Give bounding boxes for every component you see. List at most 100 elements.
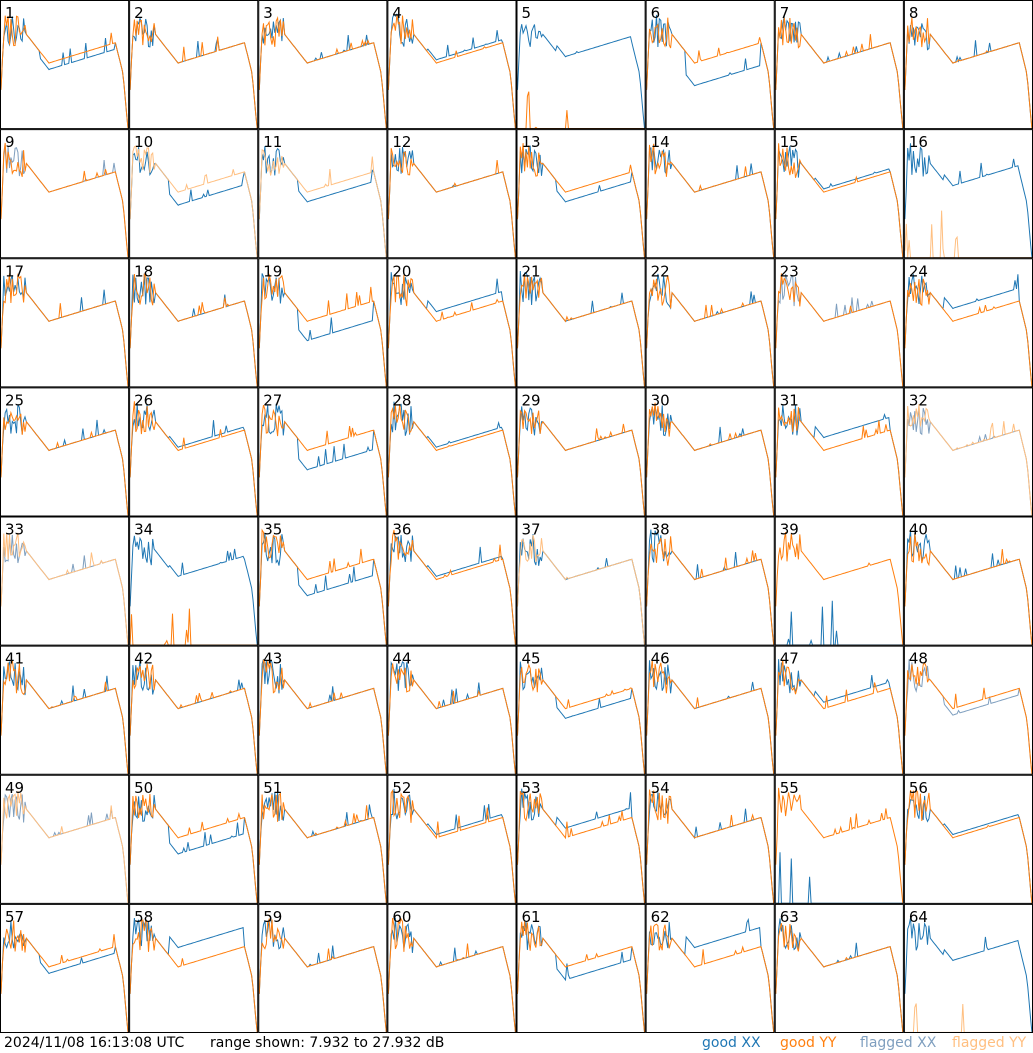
tile-10-xx-trace	[129, 147, 258, 259]
tile-11-xx-trace	[258, 145, 387, 259]
tile-label: 5	[522, 4, 532, 22]
tile-59: 59	[258, 903, 388, 1033]
tile-25: 25	[0, 387, 130, 517]
tile-26-yy-trace	[129, 401, 258, 517]
tile-border	[645, 258, 775, 388]
tile-label: 15	[780, 133, 799, 151]
tile-25-xx-trace	[0, 404, 129, 517]
tile-32: 32	[903, 387, 1033, 517]
tile-label: 32	[909, 391, 928, 409]
tile-5-yy-trace	[517, 91, 645, 129]
tile-label: 46	[651, 650, 670, 668]
tile-border	[774, 0, 904, 130]
tile-21-xx-trace	[517, 270, 646, 388]
tile-label: 8	[909, 4, 919, 22]
tile-label: 9	[5, 133, 15, 151]
tile-border	[516, 387, 646, 517]
tile-24-xx-trace	[904, 274, 1033, 388]
tile-26-xx-trace	[129, 403, 258, 517]
tile-61-xx-trace	[517, 921, 646, 1033]
tile-label: 37	[522, 521, 541, 539]
tile-border	[903, 0, 1033, 130]
tile-56: 56	[903, 774, 1033, 904]
tile-64-xx-trace	[904, 917, 1033, 1033]
tile-27-xx-trace	[258, 403, 387, 517]
tile-label: 63	[780, 908, 799, 926]
tile-border	[0, 387, 130, 517]
tile-41: 41	[0, 645, 130, 775]
tile-label: 45	[522, 650, 541, 668]
tile-8: 8	[903, 0, 1033, 130]
tile-label: 30	[651, 391, 670, 409]
tile-44-yy-trace	[387, 663, 516, 775]
tile-label: 56	[909, 779, 928, 797]
tile-49-yy-trace	[0, 790, 129, 904]
tile-20-yy-trace	[387, 274, 516, 388]
tile-36-yy-trace	[387, 529, 516, 646]
tile-50: 50	[129, 774, 259, 904]
tile-52-yy-trace	[387, 789, 516, 904]
tile-34-xx-trace	[129, 535, 258, 646]
tile-55: 55	[774, 774, 904, 904]
tile-49: 49	[0, 774, 130, 904]
tile-label: 4	[392, 4, 402, 22]
tile-label: 44	[392, 650, 411, 668]
tile-border	[129, 903, 259, 1033]
tile-border	[258, 645, 388, 775]
tile-label: 26	[134, 391, 153, 409]
tile-47-yy-trace	[775, 659, 904, 775]
tile-4-xx-trace	[387, 13, 516, 130]
tile-54-yy-trace	[646, 789, 775, 904]
tile-9-yy-trace	[0, 142, 129, 259]
tile-56-xx-trace	[904, 795, 1033, 904]
tile-2-yy-trace	[129, 19, 258, 130]
tile-label: 40	[909, 521, 928, 539]
tile-37-yy-trace	[517, 534, 646, 646]
tile-31-yy-trace	[775, 407, 904, 517]
tile-59-yy-trace	[258, 917, 387, 1033]
tile-30-yy-trace	[646, 402, 775, 517]
tile-53-xx-trace	[517, 788, 646, 904]
tile-border	[516, 645, 646, 775]
tile-20-xx-trace	[387, 272, 516, 388]
tile-43: 43	[258, 645, 388, 775]
tile-label: 38	[651, 521, 670, 539]
tile-38-yy-trace	[646, 536, 775, 646]
tile-26: 26	[129, 387, 259, 517]
tile-border	[516, 129, 646, 259]
tile-label: 27	[263, 391, 282, 409]
tile-border	[645, 645, 775, 775]
tile-58: 58	[129, 903, 259, 1033]
tile-10-yy-trace	[129, 145, 258, 259]
tile-29-xx-trace	[517, 406, 646, 517]
tile-48: 48	[903, 645, 1033, 775]
tile-14-yy-trace	[646, 143, 775, 259]
tile-19-yy-trace	[258, 273, 387, 388]
tile-42-yy-trace	[129, 663, 258, 775]
tile-54: 54	[645, 774, 775, 904]
tile-7: 7	[774, 0, 904, 130]
tile-6-xx-trace	[646, 14, 775, 130]
tile-24-yy-trace	[904, 278, 1033, 388]
tile-label: 59	[263, 908, 282, 926]
tile-27: 27	[258, 387, 388, 517]
tile-49-xx-trace	[0, 793, 129, 904]
tile-label: 21	[522, 262, 541, 280]
tile-border	[0, 516, 130, 646]
tile-label: 35	[263, 521, 282, 539]
legend-good-yy: good YY	[780, 1035, 837, 1051]
tile-label: 41	[5, 650, 24, 668]
tile-border	[258, 0, 388, 130]
tile-31-xx-trace	[775, 404, 904, 517]
tile-border	[129, 645, 259, 775]
tile-24: 24	[903, 258, 1033, 388]
tile-28: 28	[387, 387, 517, 517]
tile-2: 2	[129, 0, 259, 130]
tile-61: 61	[516, 903, 646, 1033]
tile-label: 11	[263, 133, 282, 151]
tile-border	[387, 129, 517, 259]
tile-61-yy-trace	[517, 921, 646, 1033]
tile-label: 29	[522, 391, 541, 409]
tile-15: 15	[774, 129, 904, 259]
tile-43-yy-trace	[258, 659, 387, 775]
